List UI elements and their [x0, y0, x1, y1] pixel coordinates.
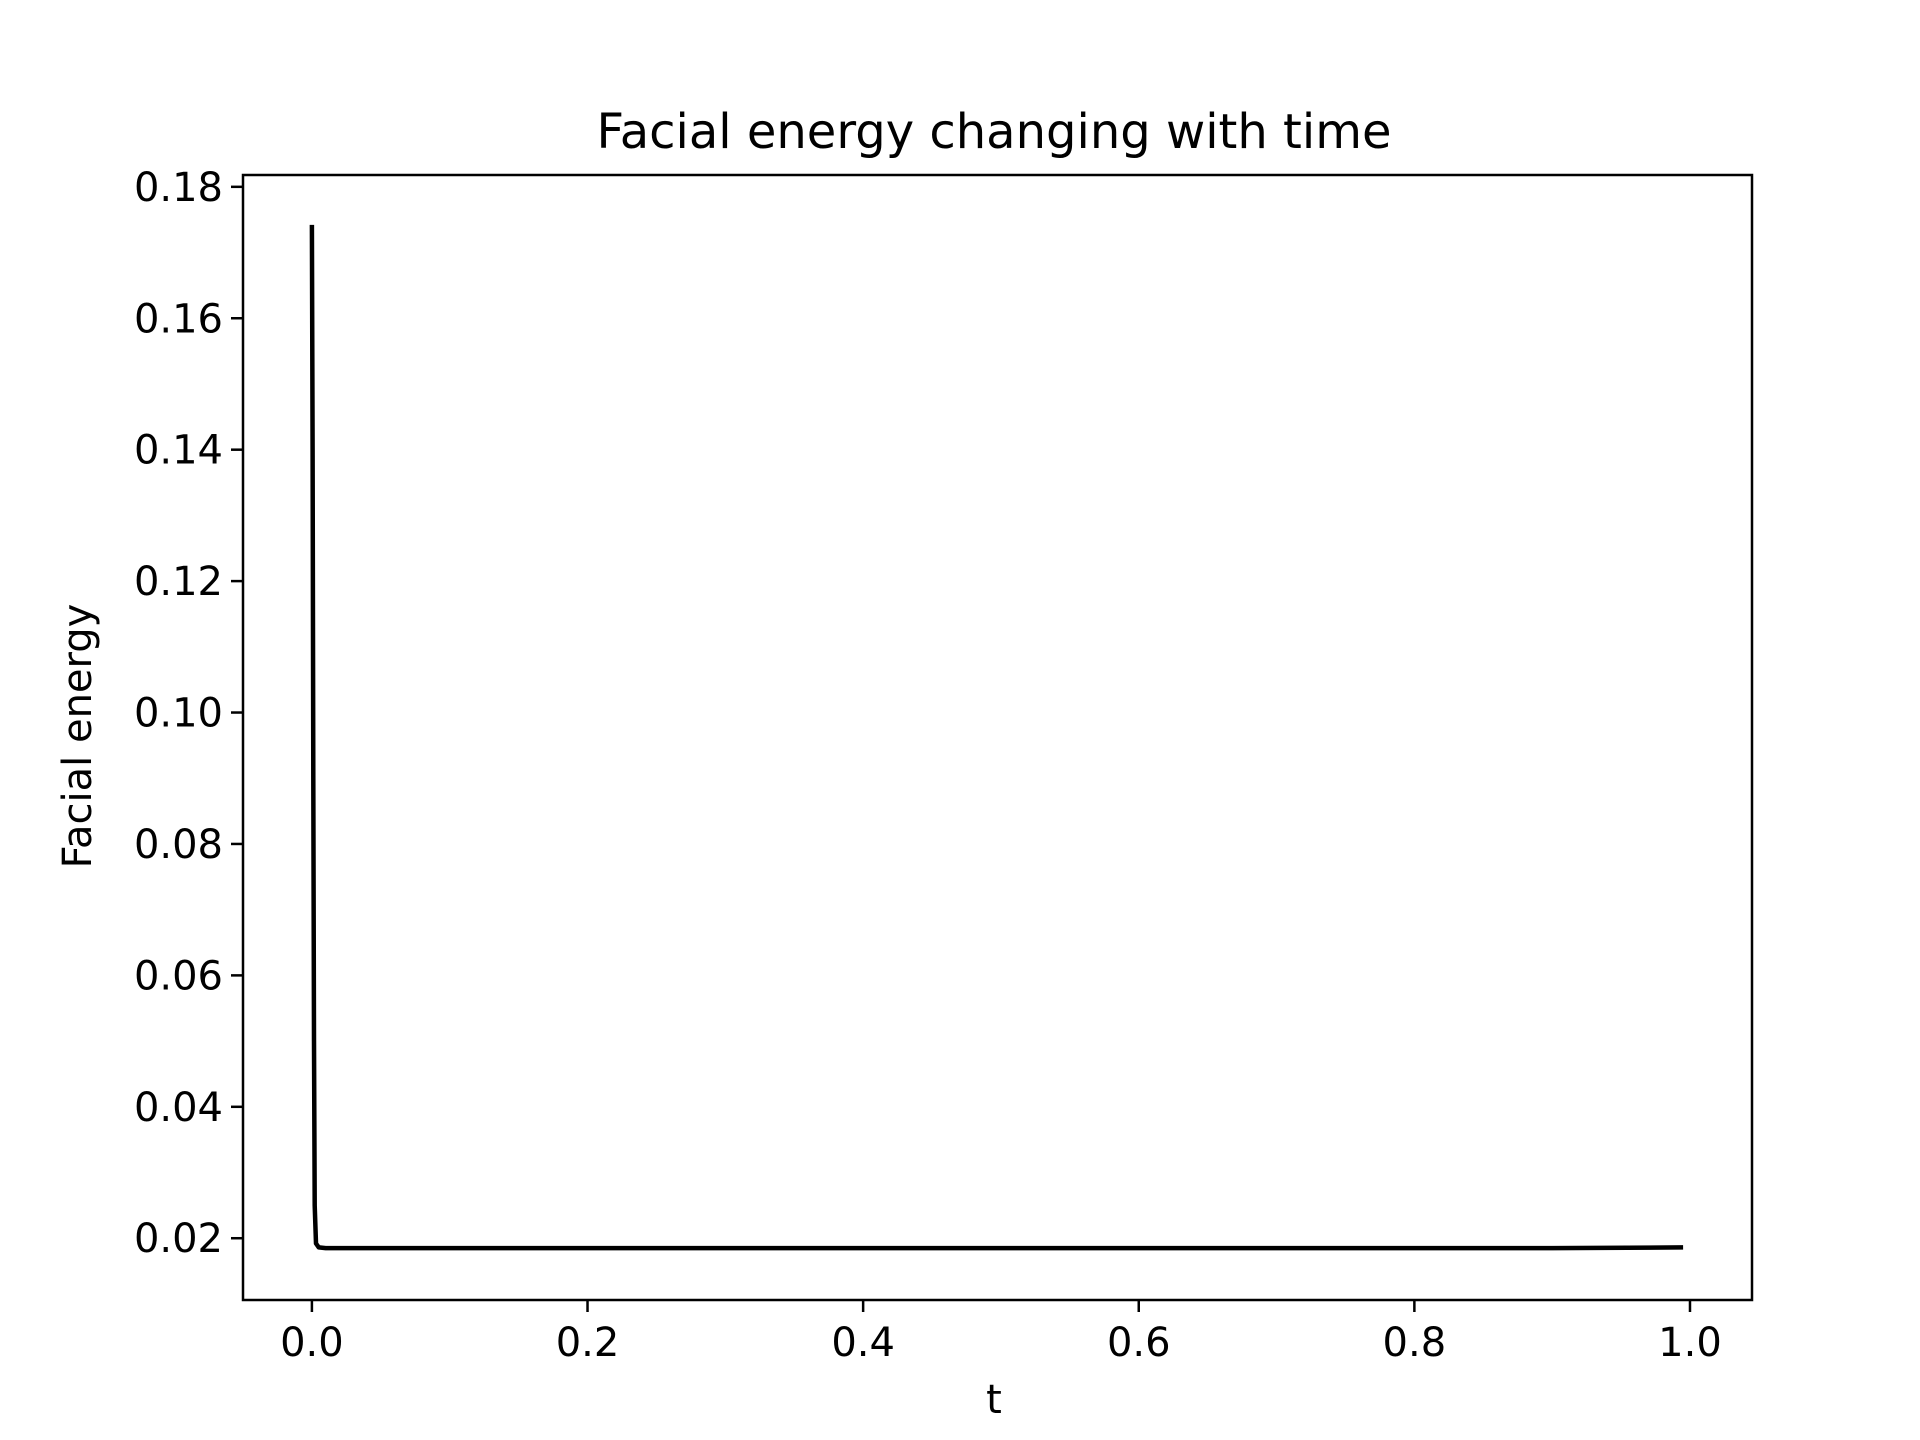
x-axis: 0.0 0.2 0.4 0.6 0.8 1.0: [280, 1300, 1722, 1366]
y-tick-label: 0.16: [134, 296, 223, 342]
chart-title: Facial energy changing with time: [597, 104, 1392, 160]
y-tick-label: 0.06: [134, 953, 223, 999]
y-tick-label: 0.04: [134, 1085, 223, 1131]
series-line-0: [309, 224, 1684, 1251]
plot-area: [309, 224, 1684, 1251]
y-axis: 0.02 0.04 0.06 0.08 0.10 0.12 0.14 0.16 0.18: [134, 165, 243, 1262]
y-tick-label: 0.02: [134, 1216, 223, 1262]
x-tick-label: 1.0: [1658, 1320, 1722, 1366]
y-tick-label: 0.12: [134, 559, 223, 605]
y-tick-label: 0.18: [134, 165, 223, 211]
x-tick-label: 0.2: [556, 1320, 620, 1366]
y-tick-label: 0.14: [134, 428, 223, 474]
x-tick-label: 0.0: [280, 1320, 344, 1366]
y-tick-label: 0.08: [134, 822, 223, 868]
x-tick-label: 0.8: [1383, 1320, 1447, 1366]
plot-frame: [241, 173, 1754, 1302]
y-axis-label: Facial energy: [55, 604, 101, 869]
y-tick-label: 0.10: [134, 691, 223, 737]
x-tick-label: 0.4: [831, 1320, 895, 1366]
x-tick-label: 0.6: [1107, 1320, 1171, 1366]
x-axis-label: t: [986, 1377, 1002, 1423]
